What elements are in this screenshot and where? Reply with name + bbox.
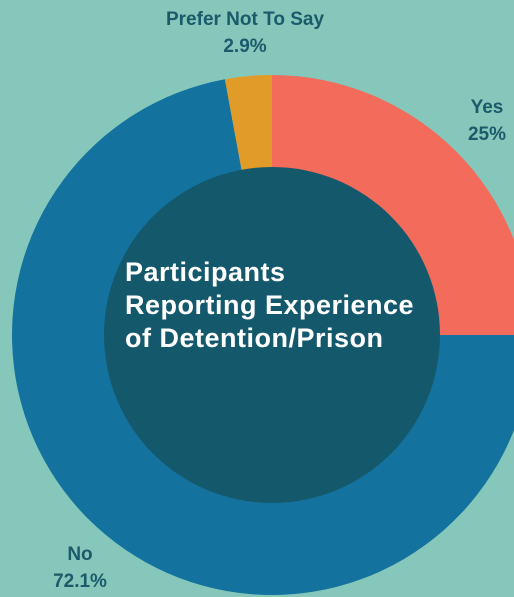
donut-hole: [104, 167, 440, 503]
category-label: Prefer Not To Say: [166, 9, 324, 30]
chart-title: Participants Reporting Experience of Det…: [125, 257, 415, 353]
category-label: No: [67, 544, 92, 565]
value-label: 72.1%: [53, 571, 107, 592]
value-label: 2.9%: [223, 36, 266, 57]
category-label: Yes: [471, 97, 504, 118]
value-label: 25%: [468, 124, 506, 145]
